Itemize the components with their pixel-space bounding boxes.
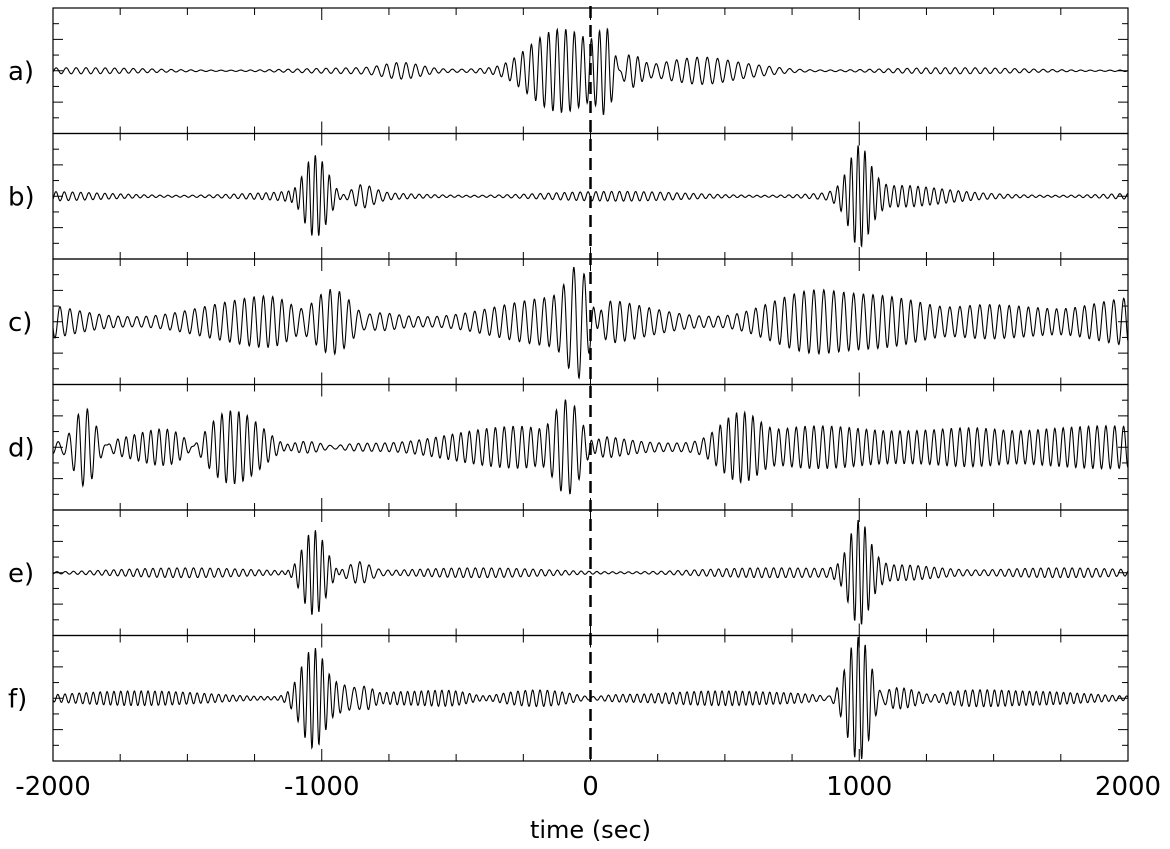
x-tick-label: 0	[582, 772, 599, 802]
seismogram-panel: b)	[8, 132, 1129, 260]
panel-label: e)	[8, 559, 34, 589]
panel-label: b)	[8, 182, 35, 212]
seismogram-panel: f)	[8, 634, 1129, 762]
panel-label: f)	[8, 684, 27, 714]
panel-label: d)	[8, 433, 35, 463]
x-tick-label: -1000	[284, 772, 360, 802]
seismogram-panel: e)	[8, 509, 1129, 637]
x-tick-label: 2000	[1095, 772, 1161, 802]
seismogram-panel: c)	[8, 258, 1129, 386]
panel-label: a)	[8, 57, 34, 87]
seismogram-panel: a)	[8, 7, 1129, 135]
waveform-trace	[52, 266, 1129, 380]
panels: a) b) c) d) e) f)	[8, 7, 1129, 762]
x-axis-label: time (sec)	[530, 816, 651, 844]
x-tick-label: -2000	[15, 772, 91, 802]
x-tick-label: 1000	[826, 772, 892, 802]
waveform-trace	[52, 519, 1129, 625]
panel-label: c)	[8, 308, 32, 338]
x-axis: -2000 -1000 0 1000 2000 time (sec)	[15, 772, 1161, 844]
seismogram-panel: d)	[8, 383, 1129, 511]
